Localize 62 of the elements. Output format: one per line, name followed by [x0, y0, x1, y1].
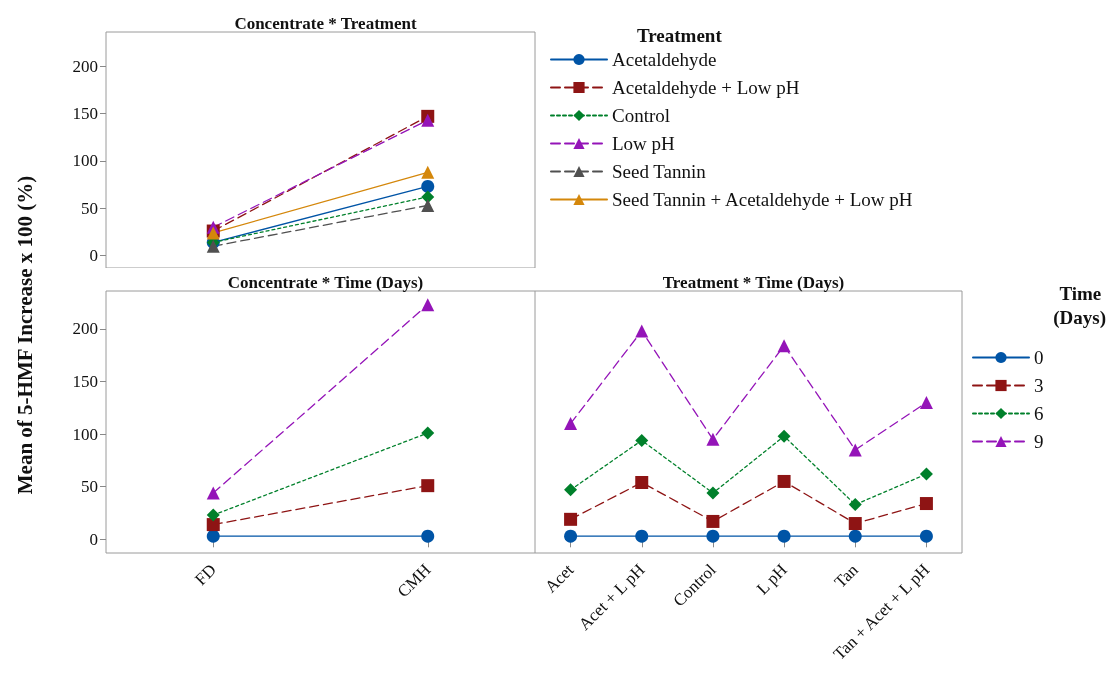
point: [706, 486, 720, 500]
point: [206, 529, 220, 543]
point: [777, 339, 791, 353]
y-tick-label: 100: [72, 151, 98, 171]
point: [848, 443, 862, 457]
chart-title: Concentrate * Treatment: [234, 14, 417, 33]
point: [706, 432, 720, 446]
legend-label: Acetaldehyde + Low pH: [612, 77, 800, 98]
x-tick-label: Acet + L pH: [575, 560, 649, 634]
x-tick-label: Tan: [830, 559, 863, 592]
point: [848, 498, 862, 512]
x-tick-label: FD: [191, 560, 220, 590]
y-tick-label: 150: [72, 104, 98, 124]
chart-title: Treatment * Time (Days): [662, 273, 845, 292]
point: [919, 396, 933, 410]
legend-label: Seed Tannin + Acetaldehyde + Low pH: [612, 189, 913, 210]
y-tick-label: 0: [89, 529, 98, 549]
point: [206, 518, 220, 532]
point: [421, 426, 435, 440]
x-tick-label: L pH: [752, 560, 791, 599]
legend-label: Seed Tannin: [612, 161, 707, 182]
legend-label: 3: [1034, 375, 1044, 396]
point: [421, 529, 435, 543]
y-tick-label: 200: [72, 56, 98, 76]
legend-title: Time (Days): [1053, 282, 1106, 329]
y-tick-label: 0: [89, 246, 98, 266]
point: [421, 179, 435, 193]
y-tick-label: 50: [81, 477, 98, 497]
point: [777, 429, 791, 443]
point: [564, 483, 578, 497]
point: [564, 417, 578, 431]
point: [848, 529, 862, 543]
point: [421, 479, 435, 493]
y-tick-label: 50: [81, 198, 98, 218]
y-axis-title: Mean of 5-HMF Increase x 100 (%): [12, 175, 38, 495]
legend-label: 0: [1034, 347, 1044, 368]
y-tick-label: 200: [72, 319, 98, 339]
y-tick-label: 150: [72, 371, 98, 391]
point: [919, 467, 933, 481]
legend-label: 9: [1034, 431, 1044, 452]
point: [706, 529, 720, 543]
point: [777, 474, 791, 488]
point: [777, 529, 791, 543]
chart-title: Concentrate * Time (Days): [227, 273, 424, 292]
point: [919, 497, 933, 511]
y-tick-label: 100: [72, 424, 98, 444]
point: [706, 514, 720, 528]
legend-title: Treatment: [637, 24, 723, 46]
point: [564, 512, 578, 526]
legend-label: Low pH: [612, 133, 676, 154]
point: [564, 529, 578, 543]
point: [635, 324, 649, 338]
point: [635, 476, 649, 489]
point: [848, 517, 862, 531]
legend-label: Control: [612, 105, 671, 126]
point: [635, 529, 649, 543]
legend-label: Acetaldehyde: [612, 49, 717, 70]
legend-label: 6: [1034, 403, 1044, 424]
point: [635, 433, 649, 447]
x-tick-label: Acet: [541, 560, 578, 597]
point: [206, 508, 220, 522]
point: [919, 529, 933, 543]
